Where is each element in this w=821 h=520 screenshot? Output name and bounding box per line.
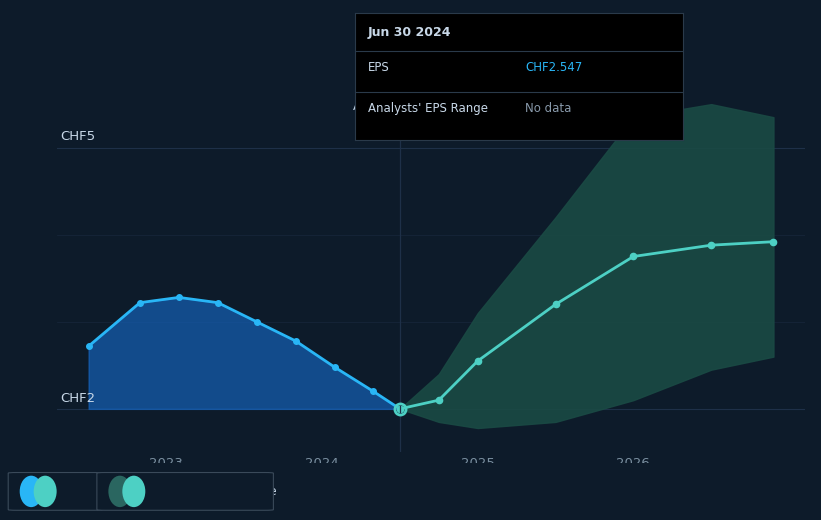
- Ellipse shape: [108, 476, 131, 507]
- Text: No data: No data: [525, 102, 571, 115]
- Text: CHF2.547: CHF2.547: [525, 61, 583, 74]
- Text: Analysts' EPS Range: Analysts' EPS Range: [368, 102, 488, 115]
- Text: EPS: EPS: [368, 61, 389, 74]
- Text: Actual: Actual: [353, 100, 392, 113]
- Text: Analysts Forecasts: Analysts Forecasts: [408, 100, 524, 113]
- FancyBboxPatch shape: [8, 473, 103, 510]
- FancyBboxPatch shape: [97, 473, 273, 510]
- Text: EPS: EPS: [60, 485, 83, 498]
- Text: CHF5: CHF5: [61, 131, 96, 144]
- Text: Jun 30 2024: Jun 30 2024: [368, 25, 452, 39]
- Text: CHF2: CHF2: [61, 392, 96, 405]
- Ellipse shape: [20, 476, 43, 507]
- Text: Analysts' EPS Range: Analysts' EPS Range: [149, 485, 276, 498]
- Ellipse shape: [34, 476, 57, 507]
- Ellipse shape: [122, 476, 145, 507]
